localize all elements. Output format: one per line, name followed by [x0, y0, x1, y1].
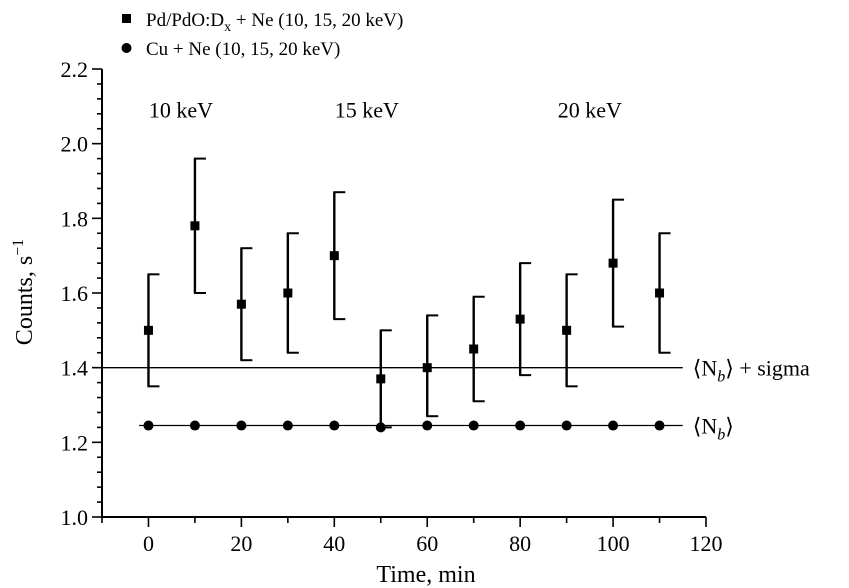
- legend-label-pd-sub: x: [224, 20, 231, 35]
- pd-data-point: [469, 344, 479, 354]
- cu-data-point: [468, 420, 479, 431]
- reference-line-label: ⟨Nb⟩: [693, 414, 734, 444]
- pd-data-point: [562, 325, 572, 335]
- cu-data-point: [143, 420, 154, 431]
- y-axis-title-main: Counts, s: [12, 256, 38, 345]
- y-tick-label: 2.0: [61, 132, 89, 157]
- energy-annotation: 15 keV: [335, 98, 399, 123]
- pd-data-point: [143, 325, 153, 335]
- reference-line-label-suffix: ⟩: [725, 414, 734, 439]
- y-axis-title-sup: −1: [10, 239, 27, 256]
- y-axis-title: Counts, s−1: [10, 239, 38, 345]
- y-tick-label: 1.0: [61, 505, 89, 530]
- energy-annotation: 10 keV: [149, 98, 213, 123]
- reference-line-label-sub: b: [717, 427, 725, 444]
- legend-label-pd: Pd/PdO:Dx + Ne (10, 15, 20 keV): [146, 10, 403, 35]
- y-tick-label: 1.6: [61, 281, 89, 306]
- pd-data-point: [655, 288, 665, 298]
- y-tick-label: 1.2: [61, 430, 89, 455]
- reference-line-label-main: ⟨N: [693, 414, 718, 439]
- reference-line-label-suffix: ⟩ + sigma: [725, 356, 810, 381]
- legend-marker-square: [122, 14, 131, 23]
- pd-data-point: [283, 288, 293, 298]
- cu-data-point: [189, 420, 200, 431]
- axes: 0 20 40 60 80 100 120 1.0 1.2 1.4 1.6 1.8 2.0 2.2: [61, 57, 723, 556]
- reference-lines: ⟨Nb⟩ + sigma⟨Nb⟩: [102, 356, 810, 444]
- reference-line-label-main: ⟨N: [693, 356, 718, 381]
- y-tick-label: 1.8: [61, 206, 89, 231]
- x-tick-label: 0: [143, 531, 154, 556]
- data-markers: [143, 221, 665, 433]
- legend-label-cu: Cu + Ne (10, 15, 20 keV): [146, 39, 340, 60]
- pd-data-point: [190, 221, 200, 231]
- cu-data-point: [654, 420, 665, 431]
- cu-data-point: [236, 420, 247, 431]
- y-tick-label: 2.2: [61, 57, 89, 82]
- pd-data-point: [515, 314, 525, 324]
- y-tick-label: 1.4: [61, 356, 89, 381]
- pd-data-point: [422, 363, 432, 373]
- energy-annotation: 20 keV: [558, 98, 622, 123]
- cu-data-point: [422, 420, 433, 431]
- cu-data-point: [515, 420, 526, 431]
- reference-line-label: ⟨Nb⟩ + sigma: [693, 356, 810, 386]
- annotations: 10 keV 15 keV 20 keV: [149, 98, 622, 123]
- pd-data-point: [376, 374, 386, 384]
- pd-data-point: [236, 299, 246, 309]
- cu-data-point: [329, 420, 340, 431]
- pd-data-point: [608, 258, 618, 268]
- x-tick-label: 100: [597, 531, 630, 556]
- cu-data-point: [282, 420, 293, 431]
- x-axis-title: Time, min: [376, 562, 475, 588]
- legend-marker-circle: [121, 43, 132, 53]
- x-tick-label: 60: [416, 531, 438, 556]
- x-tick-label: 20: [230, 531, 252, 556]
- error-bars: [147, 157, 671, 429]
- x-tick-label: 80: [509, 531, 531, 556]
- cu-data-point: [608, 420, 619, 431]
- x-tick-label: 120: [690, 531, 723, 556]
- reference-line-label-sub: b: [717, 369, 725, 386]
- pd-data-point: [329, 251, 339, 261]
- x-tick-label: 40: [323, 531, 345, 556]
- legend: Pd/PdO:Dx + Ne (10, 15, 20 keV) Cu + Ne …: [121, 10, 403, 60]
- cu-data-point: [561, 420, 572, 431]
- legend-label-pd-suffix: + Ne (10, 15, 20 keV): [231, 10, 403, 31]
- legend-label-pd-main: Pd/PdO:D: [146, 10, 224, 31]
- cu-data-point: [375, 422, 386, 433]
